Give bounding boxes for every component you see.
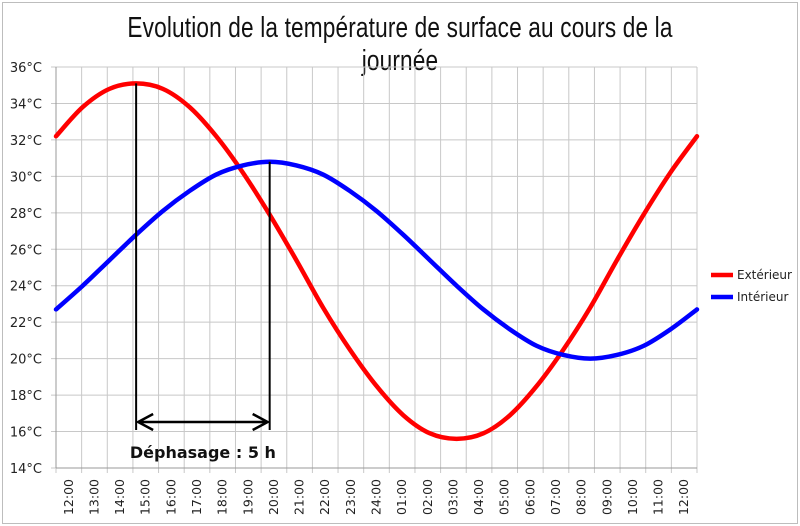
y-tick-label: 30°C	[10, 170, 42, 185]
series-line-interieur	[53, 159, 700, 361]
x-tick-label: 18:00	[215, 479, 230, 515]
x-tick-label: 22:00	[317, 479, 332, 515]
y-tick-label: 24°C	[10, 280, 42, 295]
x-tick-label: 05:00	[497, 479, 512, 515]
x-tick-label: 11:00	[651, 479, 666, 515]
x-tick-label: 01:00	[394, 479, 409, 515]
x-tick-label: 03:00	[445, 479, 460, 515]
x-tick-label: 21:00	[292, 479, 307, 515]
y-tick-label: 26°C	[10, 243, 42, 258]
chart-title: Evolution de la température de surface a…	[127, 12, 673, 77]
y-tick-label: 18°C	[10, 389, 42, 404]
x-tick-label: 12:00	[61, 479, 76, 515]
x-tick-label: 09:00	[599, 479, 614, 515]
x-tick-label: 19:00	[240, 479, 255, 515]
y-tick-label: 16°C	[10, 426, 42, 441]
y-tick-label: 14°C	[10, 462, 42, 477]
x-tick-label: 17:00	[189, 479, 204, 515]
x-tick-label: 14:00	[112, 479, 127, 515]
x-tick-label: 02:00	[420, 479, 435, 515]
x-tick-label: 15:00	[138, 479, 153, 515]
x-tick-label: 10:00	[625, 479, 640, 515]
x-tick-label: 20:00	[266, 479, 281, 515]
y-tick-label: 36°C	[10, 61, 42, 76]
x-tick-label: 24:00	[369, 479, 384, 515]
x-tick-label: 08:00	[574, 479, 589, 515]
x-tick-label: 04:00	[471, 479, 486, 515]
legend-label: Intérieur	[737, 290, 788, 304]
phase-label: Déphasage : 5 h	[130, 443, 276, 462]
y-tick-label: 20°C	[10, 353, 42, 368]
y-tick-label: 28°C	[10, 207, 42, 222]
x-tick-label: 13:00	[86, 479, 101, 515]
x-tick-label: 12:00	[676, 479, 691, 515]
x-tick-label: 23:00	[343, 479, 358, 515]
phase-arrow	[135, 412, 271, 432]
y-tick-label: 34°C	[10, 97, 42, 112]
x-tick-label: 06:00	[522, 479, 537, 515]
x-tick-label: 16:00	[163, 479, 178, 515]
legend-label: Extérieur	[737, 268, 792, 282]
series-line-exterieur	[53, 81, 700, 442]
y-tick-label: 22°C	[10, 316, 42, 331]
y-tick-label: 32°C	[10, 134, 42, 149]
x-tick-label: 07:00	[548, 479, 563, 515]
